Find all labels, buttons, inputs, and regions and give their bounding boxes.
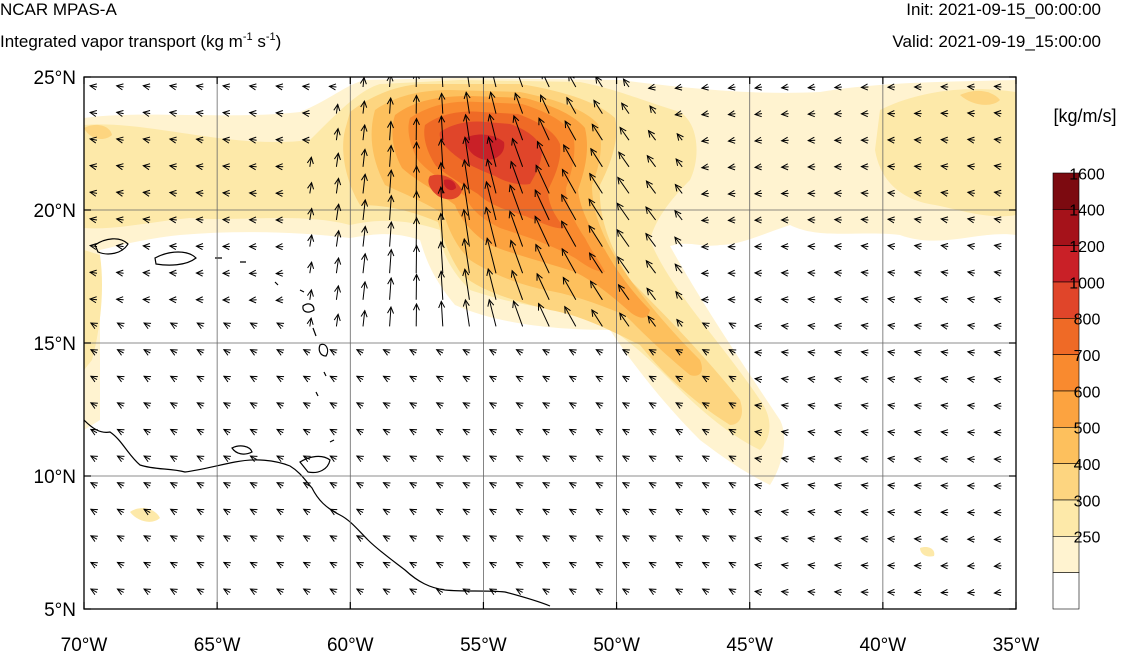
- colorbar-segment: [1053, 573, 1079, 609]
- colorbar-level-label: 1000: [1069, 275, 1105, 292]
- lon-tick-label: 45°W: [726, 635, 773, 656]
- colorbar-level-label: 600: [1074, 384, 1101, 401]
- colorbar-level-label: 1600: [1069, 166, 1105, 183]
- lon-tick-label: 70°W: [61, 635, 108, 656]
- colorbar-level-label: 250: [1074, 530, 1101, 547]
- colorbar-title: [kg/m/s]: [1053, 106, 1116, 126]
- lat-tick-label: 5°N: [44, 600, 76, 621]
- valid-time: Valid: 2021-09-19_15:00:00: [892, 32, 1101, 51]
- lon-tick-label: 40°W: [860, 635, 907, 656]
- lon-tick-label: 55°W: [460, 635, 507, 656]
- lat-tick-label: 20°N: [34, 201, 76, 222]
- colorbar-level-label: 1200: [1069, 239, 1105, 256]
- model-title: NCAR MPAS-A: [0, 0, 117, 19]
- colorbar-level-label: 700: [1074, 348, 1101, 365]
- lat-tick-label: 25°N: [34, 68, 76, 89]
- colorbar-level-label: 400: [1074, 457, 1101, 474]
- colorbar-level-label: 500: [1074, 421, 1101, 438]
- lat-tick-label: 10°N: [34, 467, 76, 488]
- colorbar-level-label: 300: [1074, 493, 1101, 510]
- lon-tick-label: 60°W: [327, 635, 374, 656]
- map-panel: [84, 70, 1016, 609]
- lat-tick-label: 15°N: [34, 334, 76, 355]
- colorbar-level-label: 1400: [1069, 203, 1105, 220]
- colorbar: [kg/m/s] 1600 1400 1200 1000 800 700 600 500 400…: [1053, 106, 1117, 609]
- init-time: Init: 2021-09-15_00:00:00: [906, 0, 1101, 19]
- variable-title: Integrated vapor transport (kg m-1 s-1): [0, 31, 281, 51]
- lon-tick-label: 65°W: [194, 635, 241, 656]
- lon-tick-label: 35°W: [993, 635, 1040, 656]
- colorbar-level-label: 800: [1074, 312, 1101, 329]
- lon-tick-label: 50°W: [593, 635, 640, 656]
